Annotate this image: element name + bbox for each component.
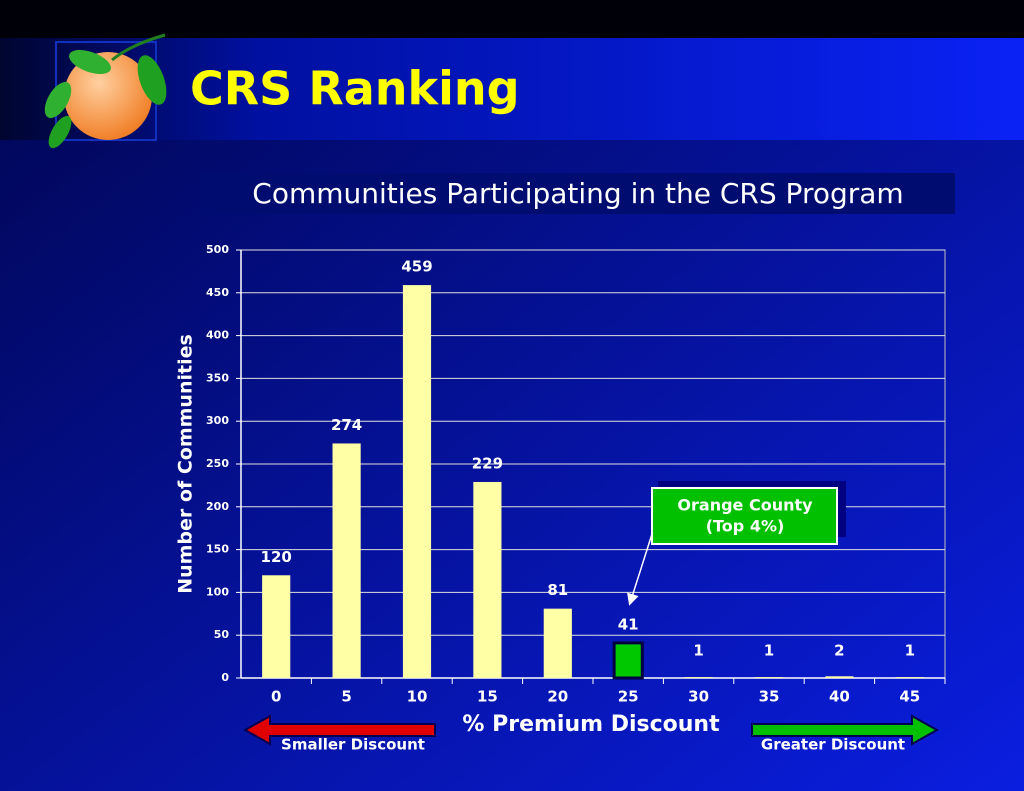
value-label: 2 — [834, 642, 844, 660]
top-bar — [0, 0, 1024, 38]
y-tick-label: 200 — [206, 500, 229, 513]
x-tick-label: 30 — [688, 688, 709, 706]
x-axis-label: % Premium Discount — [462, 712, 720, 737]
x-tick-label: 45 — [899, 688, 920, 706]
title: CRS Ranking — [190, 62, 520, 116]
x-tick-label: 40 — [829, 688, 850, 706]
annotation-line: (Top 4%) — [706, 517, 785, 536]
x-tick-label: 25 — [618, 688, 639, 706]
y-tick-label: 100 — [206, 585, 229, 598]
value-label: 81 — [547, 581, 568, 599]
value-label: 1 — [905, 642, 915, 660]
x-tick-label: 35 — [759, 688, 780, 706]
annotation: Orange County (Top 4%) — [627, 481, 846, 606]
bar — [543, 608, 572, 678]
y-tick-label: 450 — [206, 286, 229, 299]
y-tick-label: 350 — [206, 371, 229, 384]
y-tick-label: 400 — [206, 329, 229, 342]
bar — [895, 677, 924, 678]
x-tick-label: 10 — [407, 688, 428, 706]
y-tick-label: 50 — [214, 628, 230, 641]
right-arrow — [751, 714, 940, 746]
y-tick-label: 150 — [206, 543, 229, 556]
x-tick-label: 5 — [341, 688, 351, 706]
left-arrow-label: Smaller Discount — [281, 736, 425, 754]
value-label: 229 — [472, 454, 503, 472]
annotation-arrow — [627, 533, 653, 606]
value-label: 459 — [401, 258, 432, 276]
y-tick-label: 500 — [206, 243, 229, 256]
value-label: 1 — [693, 642, 703, 660]
right-arrow-label: Greater Discount — [761, 736, 905, 754]
bar — [473, 481, 502, 678]
bar — [612, 641, 644, 680]
value-label: 41 — [618, 615, 639, 633]
subtitle: Communities Participating in the CRS Pro… — [252, 177, 903, 210]
y-axis-label: Number of Communities — [175, 334, 197, 594]
value-label: 120 — [261, 548, 292, 566]
bar — [262, 575, 291, 678]
bar — [402, 285, 432, 678]
y-tick-label: 0 — [221, 671, 229, 684]
x-tick-label: 20 — [547, 688, 568, 706]
bar — [754, 677, 784, 678]
annotation-box — [651, 487, 838, 545]
bar — [684, 677, 713, 678]
value-label: 274 — [331, 416, 362, 434]
y-tick-label: 300 — [206, 414, 229, 427]
header-band — [0, 38, 1024, 140]
x-tick-label: 0 — [271, 688, 281, 706]
bar — [332, 443, 361, 678]
y-tick-label: 250 — [206, 457, 229, 470]
logo — [44, 33, 167, 149]
bar — [825, 676, 854, 678]
annotation-line: Orange County — [677, 496, 813, 515]
left-arrow — [242, 714, 436, 746]
value-label: 1 — [764, 642, 774, 660]
subtitle-box — [200, 173, 955, 214]
x-tick-label: 15 — [477, 688, 498, 706]
